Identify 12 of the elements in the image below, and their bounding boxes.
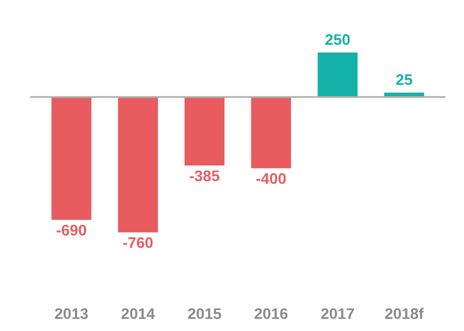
x-tick-label: 2018f	[385, 308, 424, 320]
data-label: -400	[256, 173, 286, 184]
x-tick-label: 2016	[254, 308, 288, 320]
x-tick-label: 2014	[122, 308, 155, 320]
data-label: -690	[56, 224, 86, 236]
x-tick-label: 2017	[321, 308, 354, 320]
data-label: -385	[190, 170, 220, 182]
data-label: 250	[325, 34, 350, 45]
data-label: 25	[396, 74, 412, 86]
data-label: -760	[123, 237, 153, 248]
x-tick-label: 2015	[188, 308, 222, 320]
x-tick-label: 2013	[54, 308, 88, 320]
